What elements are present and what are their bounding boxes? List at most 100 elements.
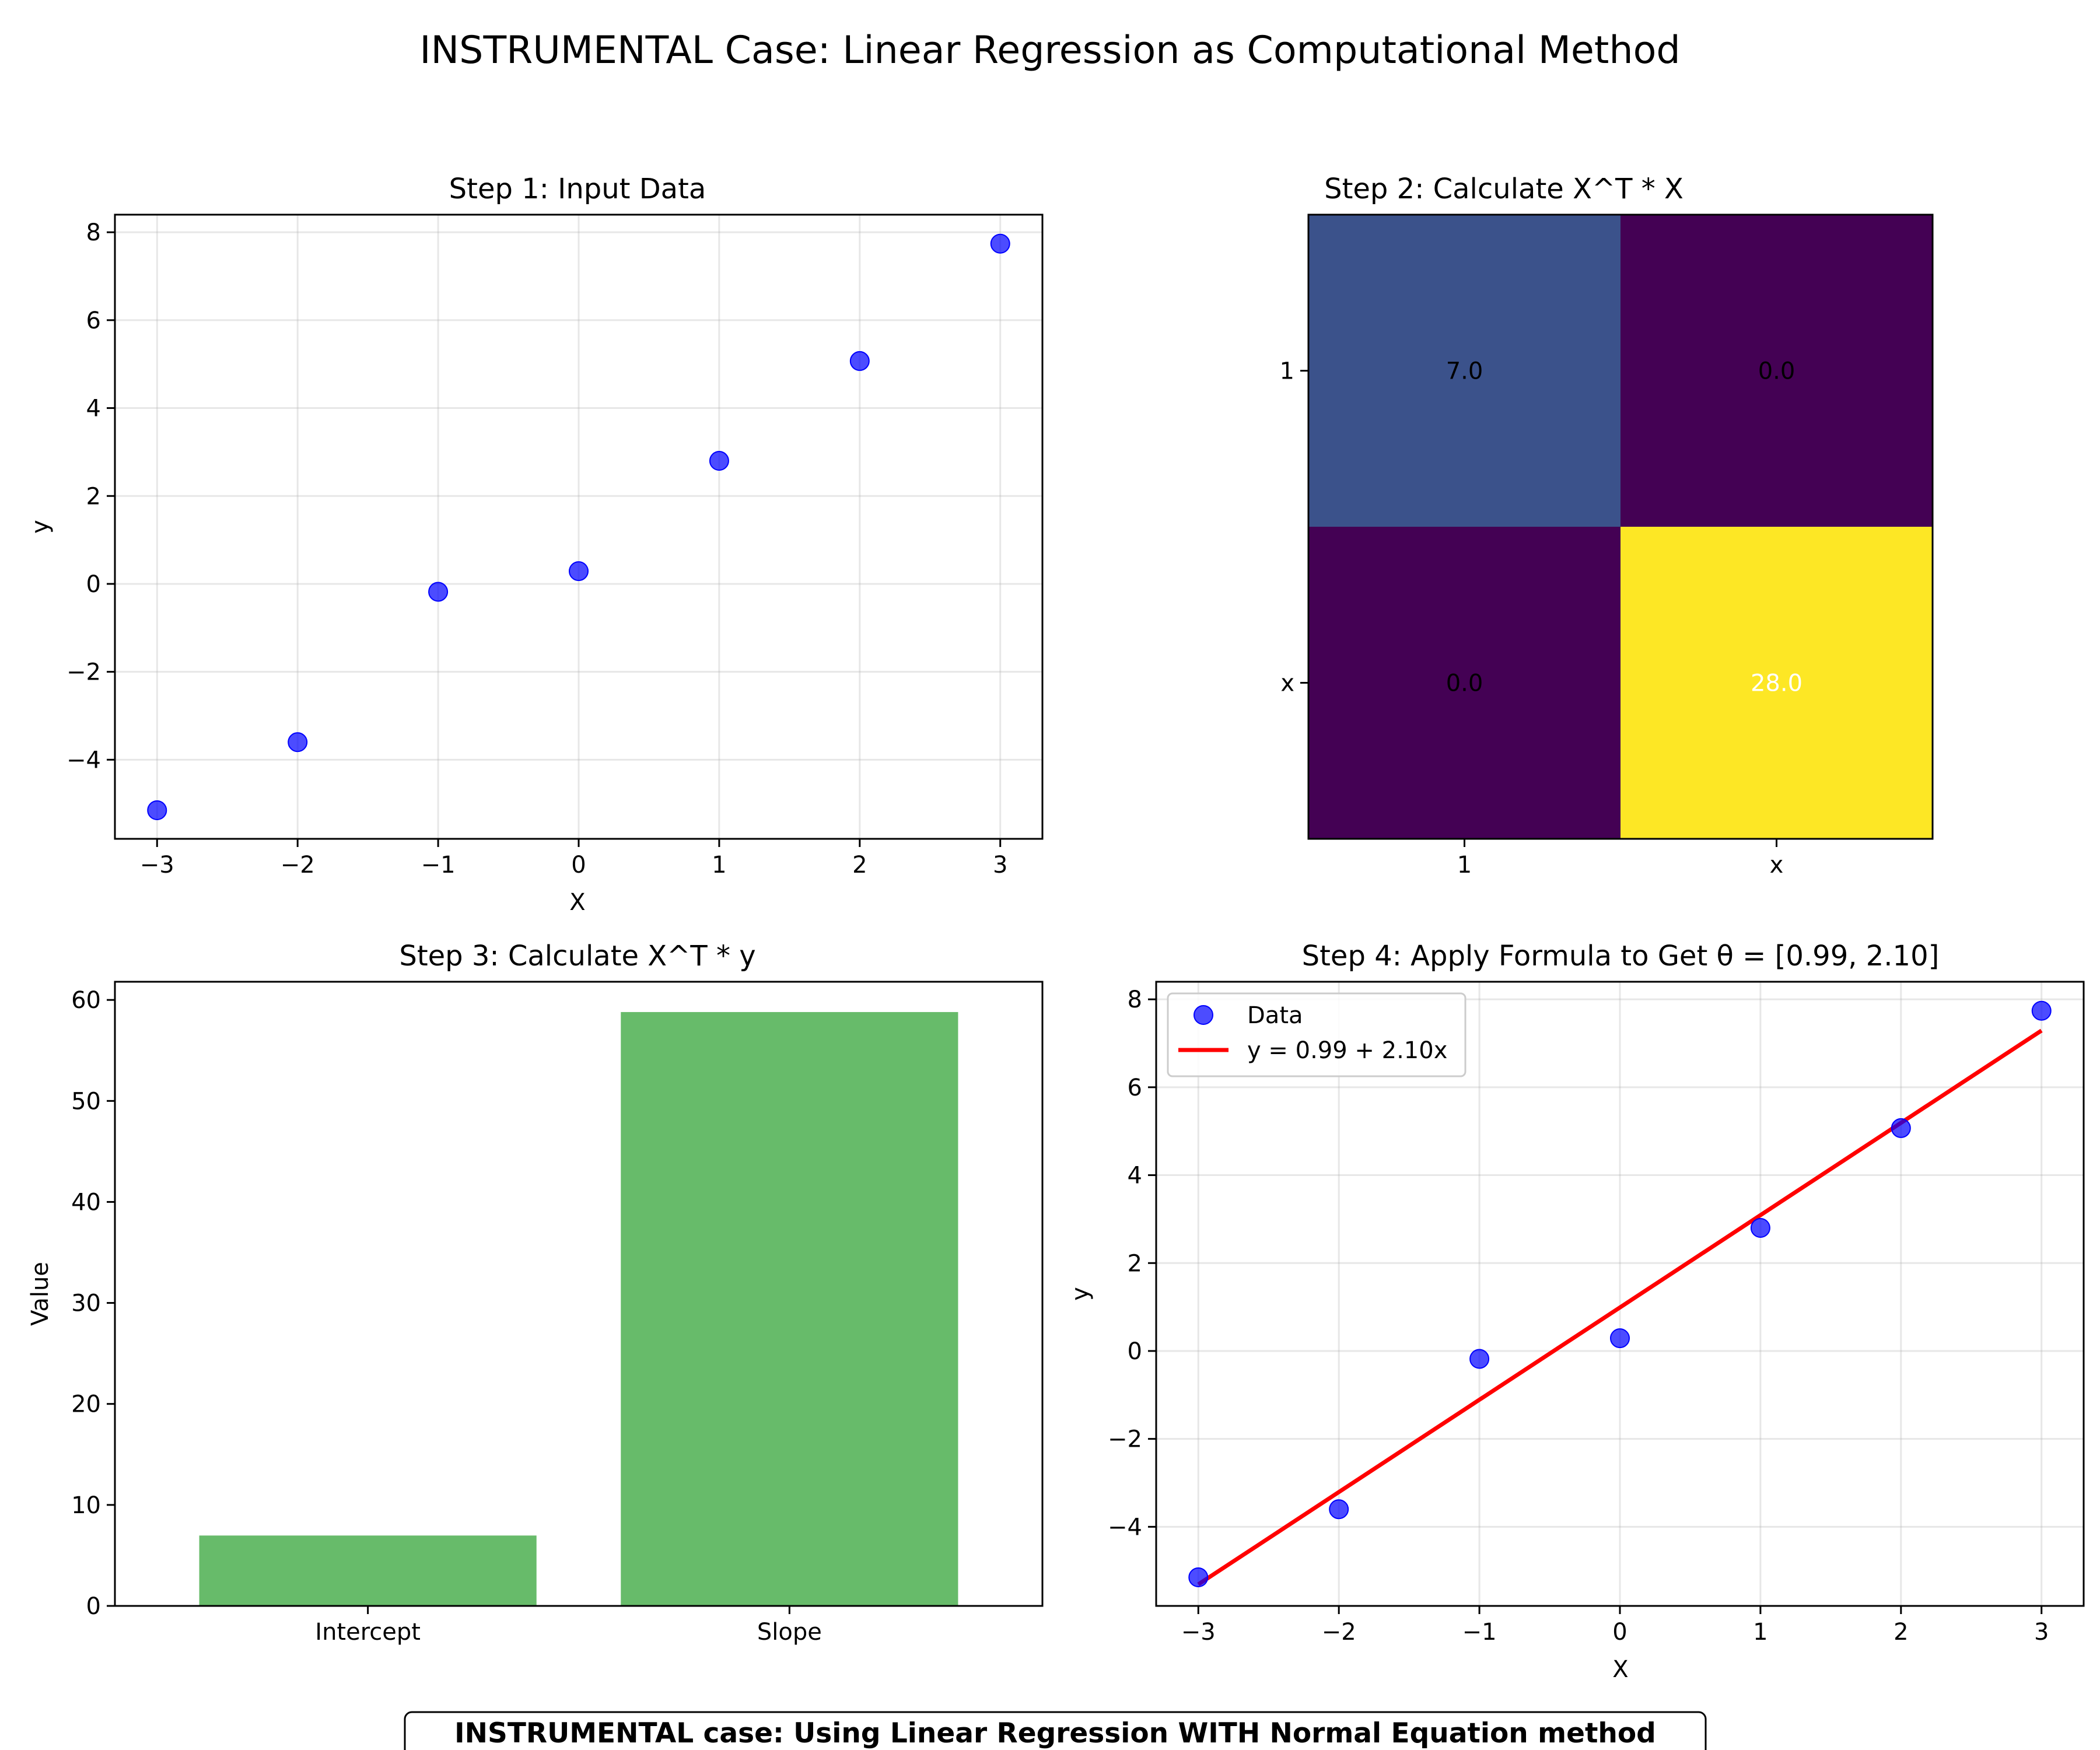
legend-fit-label: y = 0.99 + 2.10x bbox=[1247, 1037, 1447, 1064]
step1-data-point bbox=[147, 800, 167, 821]
legend-data-label: Data bbox=[1247, 1002, 1303, 1029]
s1-ytick-label: 2 bbox=[86, 483, 101, 510]
s4-ytick-label: 0 bbox=[1128, 1338, 1142, 1365]
s1-ytick-label: −2 bbox=[66, 659, 101, 686]
step4-data-point bbox=[1750, 1217, 1770, 1238]
step1-data-point bbox=[849, 351, 870, 371]
step3-ytick-label: 50 bbox=[71, 1088, 101, 1115]
step3-ytick-label: 40 bbox=[71, 1189, 101, 1216]
s4-xtick-label: 1 bbox=[1753, 1619, 1768, 1646]
step4-xticks: −3 −2 −1 0 1 2 3 bbox=[1181, 1606, 2049, 1646]
step1-data-point bbox=[288, 732, 308, 752]
heatmap-xtick-label: 1 bbox=[1457, 852, 1472, 878]
heatmap-cell bbox=[1308, 215, 1620, 527]
heatmap-cell bbox=[1308, 527, 1620, 839]
step1-ylabel: y bbox=[27, 520, 54, 534]
s4-xtick-label: −3 bbox=[1181, 1619, 1216, 1646]
s4-xtick-label: 3 bbox=[2034, 1619, 2049, 1646]
heatmap-cell-value: 0.0 bbox=[1758, 358, 1796, 385]
step1-xticks: −3 −2 −1 0 1 2 3 bbox=[140, 839, 1007, 878]
step3-ytick-label: 20 bbox=[71, 1391, 101, 1418]
step3-yticks: 0 10 20 30 40 50 60 bbox=[71, 987, 115, 1620]
step4-data-point bbox=[1329, 1499, 1349, 1520]
step4-data-point bbox=[2031, 1000, 2052, 1021]
s1-xtick-label: −1 bbox=[421, 852, 456, 878]
step2-title: Step 2: Calculate X^T * X bbox=[1324, 173, 1684, 205]
step1-data-point bbox=[709, 450, 729, 471]
step2-axes-frame bbox=[1307, 214, 1934, 840]
step2-ticks: 1 x 1 x bbox=[1280, 358, 1784, 879]
s1-ytick-label: −4 bbox=[66, 747, 101, 774]
s4-ytick-label: 4 bbox=[1128, 1163, 1142, 1189]
step1-panel: Step 1: Input Data −3 −2 −1 0 1 2 3 −4−202468 … bbox=[27, 173, 1044, 916]
caption-text: INSTRUMENTAL case: Using Linear Regressi… bbox=[454, 1717, 1656, 1749]
step4-data-point bbox=[1891, 1118, 1911, 1138]
step1-data-point bbox=[990, 233, 1010, 254]
step4-title: Step 4: Apply Formula to Get θ = [0.99, … bbox=[1302, 940, 1940, 972]
s4-xtick-label: −2 bbox=[1322, 1619, 1356, 1646]
step4-data-point bbox=[1610, 1328, 1630, 1349]
s1-xtick-label: −2 bbox=[281, 852, 315, 878]
s4-xtick-label: 0 bbox=[1612, 1619, 1627, 1646]
step3-xticks: Intercept Slope bbox=[315, 1606, 822, 1646]
step1-title: Step 1: Input Data bbox=[449, 173, 706, 205]
step4-ylabel: y bbox=[1067, 1287, 1094, 1301]
step3-bars bbox=[199, 1012, 958, 1606]
step3-panel: Step 3: Calculate X^T * y Intercept Slope… bbox=[27, 940, 1044, 1646]
s1-xtick-label: 2 bbox=[852, 852, 867, 878]
step1-data-point bbox=[569, 561, 589, 582]
step4-panel: Step 4: Apply Formula to Get θ = [0.99, … bbox=[1067, 940, 2085, 1683]
step3-xtick-label: Slope bbox=[757, 1619, 822, 1646]
step3-ytick-label: 0 bbox=[86, 1593, 101, 1620]
step1-xlabel: X bbox=[569, 889, 585, 916]
caption-frame bbox=[404, 1711, 1707, 1750]
heatmap-cell-value: 0.0 bbox=[1446, 670, 1483, 697]
s1-xtick-label: 0 bbox=[571, 852, 586, 878]
suptitle: INSTRUMENTAL Case: Linear Regression as … bbox=[419, 29, 1680, 72]
step1-data-point bbox=[428, 582, 449, 602]
step1-points bbox=[147, 233, 1010, 821]
s1-ytick-label: 6 bbox=[86, 307, 101, 334]
step2-cells: 7.0 0.0 0.0 28.0 bbox=[1308, 215, 1933, 839]
step1-grid bbox=[115, 215, 1042, 839]
heatmap-cell-value: 28.0 bbox=[1751, 670, 1803, 697]
step4-legend-box bbox=[1167, 992, 1466, 1077]
step1-yticks: −4 −2 0 2 4 6 8 bbox=[66, 219, 115, 774]
s4-xtick-label: −1 bbox=[1462, 1619, 1497, 1646]
step3-ytick-label: 10 bbox=[71, 1492, 101, 1519]
step4-data-point bbox=[1188, 1567, 1209, 1588]
s4-ytick-label: 8 bbox=[1128, 986, 1142, 1013]
legend-data-marker bbox=[1194, 1005, 1213, 1025]
step4-yticks: −4 −2 0 2 4 6 8 bbox=[1108, 986, 1156, 1541]
step3-title: Step 3: Calculate X^T * y bbox=[399, 940, 755, 972]
s1-xtick-label: −3 bbox=[140, 852, 174, 878]
s1-ytick-label: 4 bbox=[86, 396, 101, 422]
s1-ytick-label: 0 bbox=[86, 571, 101, 598]
heatmap-cell-value: 7.0 bbox=[1446, 358, 1483, 385]
bar-intercept bbox=[199, 1535, 537, 1606]
heatmap-ytick-label: x bbox=[1280, 670, 1294, 697]
s4-xtick-label: 2 bbox=[1894, 1619, 1908, 1646]
step4-data-point bbox=[1469, 1349, 1490, 1369]
heatmap-xtick-label: x bbox=[1770, 852, 1784, 878]
s4-ytick-label: 6 bbox=[1128, 1074, 1142, 1101]
s1-xtick-label: 3 bbox=[993, 852, 1007, 878]
s4-ytick-label: −4 bbox=[1108, 1514, 1142, 1541]
step3-ylabel: Value bbox=[27, 1262, 54, 1326]
step3-xtick-label: Intercept bbox=[315, 1619, 421, 1646]
caption-box: INSTRUMENTAL case: Using Linear Regressi… bbox=[404, 1711, 1707, 1750]
s1-ytick-label: 8 bbox=[86, 219, 101, 246]
bar-slope bbox=[621, 1012, 958, 1606]
step3-ytick-label: 60 bbox=[71, 987, 101, 1014]
step3-ytick-label: 30 bbox=[71, 1290, 101, 1317]
step3-axes-frame bbox=[114, 981, 1044, 1607]
step4-legend: Data y = 0.99 + 2.10x bbox=[1167, 992, 1466, 1077]
s1-xtick-label: 1 bbox=[712, 852, 726, 878]
s4-ytick-label: 2 bbox=[1128, 1250, 1142, 1277]
heatmap-cell bbox=[1620, 215, 1933, 527]
heatmap-cell bbox=[1620, 527, 1933, 839]
step4-points bbox=[1188, 1000, 2052, 1588]
step4-xlabel: X bbox=[1612, 1656, 1628, 1683]
step2-panel: Step 2: Calculate X^T * X 7.0 0.00.0 28.0 … bbox=[1280, 173, 1934, 879]
